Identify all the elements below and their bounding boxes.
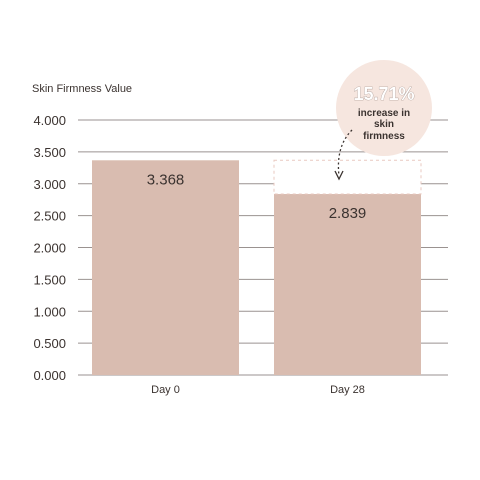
y-tick-label: 3.000 [33, 177, 66, 192]
y-tick-label: 4.000 [33, 113, 66, 128]
annotation-percent: 15.71% [353, 84, 414, 104]
y-tick-label: 1.000 [33, 304, 66, 319]
x-category-label: Day 28 [330, 384, 365, 396]
bar-value-label: 2.839 [329, 205, 367, 222]
annotation-text: firmness [363, 131, 405, 142]
y-tick-label: 3.500 [33, 145, 66, 160]
y-tick-label: 0.000 [33, 368, 66, 383]
y-axis-label: Skin Firmness Value [32, 83, 132, 95]
annotation-text: increase in [358, 108, 410, 119]
bar-day-0 [92, 160, 239, 375]
baseline-outline [273, 159, 422, 195]
y-tick-label: 2.000 [33, 241, 66, 256]
bars: 3.368 Day 0 2.839 Day 28 [92, 160, 421, 396]
y-tick-label: 2.500 [33, 209, 66, 224]
y-tick-label: 0.500 [33, 336, 66, 351]
bar-value-label: 3.368 [147, 171, 185, 188]
annotation-arrow [337, 129, 353, 177]
y-tick-label: 1.500 [33, 272, 66, 287]
x-category-label: Day 0 [151, 384, 180, 396]
arrowhead-icon [334, 170, 344, 181]
annotation-bubble [336, 60, 432, 156]
annotation-text: skin [374, 119, 394, 130]
bar-day-28 [274, 194, 421, 375]
